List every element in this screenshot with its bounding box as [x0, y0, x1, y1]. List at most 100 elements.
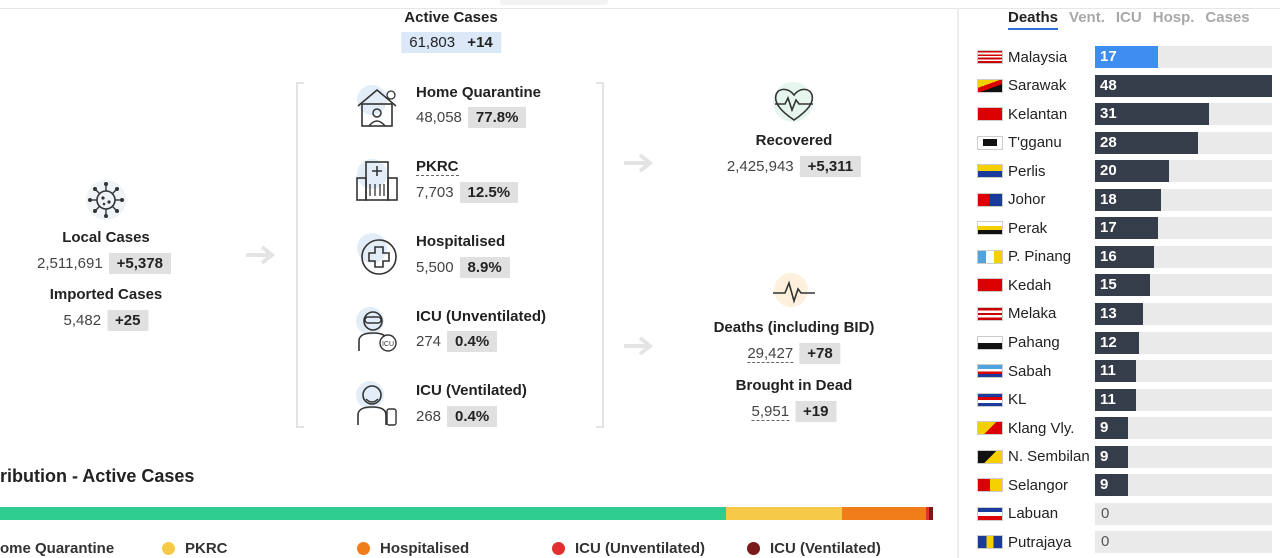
state-bar-fill [1095, 131, 1199, 154]
state-row[interactable]: Johor 18 [977, 188, 1277, 211]
arrow-right-icon [246, 245, 276, 265]
category-value: 7,703 [416, 184, 454, 201]
tab-hospitalised[interactable]: Hosp. [1152, 9, 1195, 26]
distribution-title: ribution - Active Cases [0, 466, 195, 486]
category-row: 268 0.4% [416, 406, 498, 427]
state-row[interactable]: Perak 17 [977, 217, 1277, 240]
state-row[interactable]: Pahang 12 [977, 331, 1277, 354]
distribution-segment[interactable] [925, 507, 930, 520]
state-bar-fill [1095, 445, 1129, 468]
category-percent: 0.4% [447, 331, 498, 352]
local-cases-delta: +5,378 [108, 253, 171, 274]
state-name: Perlis [1008, 162, 1046, 180]
state-bar-value: 0 [1101, 504, 1110, 522]
deaths-row: 29,427 +78 [747, 343, 841, 364]
bid-value[interactable]: 5,951 [751, 402, 790, 421]
active-cases-row: 61,803 +14 [401, 32, 501, 53]
state-row[interactable]: Sabah 11 [977, 360, 1277, 383]
state-flag-icon [977, 192, 1003, 207]
state-bar-fill [1095, 74, 1272, 97]
state-row[interactable]: Melaka 13 [977, 302, 1277, 325]
pulse-line-icon [773, 273, 815, 307]
state-bar-track: 11 [1095, 360, 1272, 383]
state-bar-track: 9 [1095, 474, 1272, 497]
state-row[interactable]: Putrajaya 0 [977, 531, 1277, 554]
state-bar-value: 15 [1100, 276, 1117, 294]
state-name: KL [1008, 391, 1027, 409]
legend-label: ome Quarantine [0, 540, 115, 557]
state-bar-value: 12 [1100, 333, 1117, 351]
deaths-value[interactable]: 29,427 [747, 344, 794, 363]
state-bar-fill [1095, 103, 1210, 126]
active-cases-label: Active Cases [404, 9, 498, 26]
distribution-segment[interactable] [0, 507, 726, 520]
legend-item: ICU (Ventilated) [747, 540, 881, 557]
state-bar-track: 13 [1095, 302, 1272, 325]
state-row[interactable]: P. Pinang 16 [977, 245, 1277, 268]
category-label: PKRC [416, 158, 459, 176]
ventilator-icon [356, 381, 397, 426]
legend-item: PKRC [162, 540, 228, 557]
tab-icu[interactable]: ICU [1115, 9, 1142, 26]
state-row[interactable]: T'gganu 28 [977, 131, 1277, 154]
active-cases-delta: +14 [467, 34, 493, 51]
tab-ventilated[interactable]: Vent. [1069, 9, 1105, 26]
tab-deaths[interactable]: Deaths [1008, 9, 1059, 30]
state-row[interactable]: Selangor 9 [977, 474, 1277, 497]
distribution-segment[interactable] [725, 507, 843, 520]
legend-dot-icon [357, 542, 370, 555]
state-row[interactable]: Malaysia 17 [977, 46, 1277, 68]
state-flag-icon [977, 306, 1003, 321]
state-bar-track: 0 [1095, 531, 1272, 554]
home-quarantine-icon [357, 85, 397, 127]
category-label: Home Quarantine [416, 84, 542, 101]
active-cases-value: 61,803 [409, 34, 456, 51]
state-bar-fill [1095, 331, 1140, 354]
state-name: T'gganu [1008, 134, 1062, 152]
state-bar-value: 31 [1100, 105, 1117, 123]
category-percent: 12.5% [459, 182, 519, 203]
legend-label: ICU (Unventilated) [575, 540, 706, 557]
state-bar-track: 9 [1095, 417, 1272, 440]
state-row[interactable]: Sarawak 48 [977, 74, 1277, 97]
state-bar-value: 16 [1100, 247, 1117, 265]
tab-cases[interactable]: Cases [1205, 9, 1250, 26]
state-row[interactable]: Labuan 0 [977, 502, 1277, 525]
category-value: 268 [416, 408, 442, 425]
state-row[interactable]: Kelantan 31 [977, 103, 1277, 126]
imported-cases-label: Imported Cases [49, 286, 163, 303]
state-row[interactable]: N. Sembilan 9 [977, 445, 1277, 468]
state-name: Malaysia [1008, 48, 1068, 66]
category-row: 7,703 12.5% [416, 182, 519, 203]
state-name: Klang Vly. [1008, 419, 1075, 437]
top-tab-stub [500, 0, 608, 5]
category-value: 274 [416, 333, 442, 350]
state-name: Kedah [1008, 276, 1052, 294]
panel-divider [957, 8, 959, 558]
legend-item: ICU (Unventilated) [552, 540, 705, 557]
state-bar-value: 11 [1100, 362, 1116, 380]
state-name: Kelantan [1008, 105, 1068, 123]
distribution-segment[interactable] [842, 507, 926, 520]
state-bar-fill [1095, 302, 1143, 325]
imported-cases-delta: +25 [107, 310, 149, 331]
state-row[interactable]: Kedah 15 [977, 274, 1277, 297]
state-row[interactable]: KL 11 [977, 388, 1277, 411]
group-bracket-right [596, 82, 604, 428]
state-name: Labuan [1008, 505, 1059, 523]
distribution-segment[interactable] [929, 507, 933, 520]
active-cases-value-chip: 61,803 +14 [401, 32, 501, 53]
state-bar-track: 31 [1095, 103, 1272, 126]
state-flag-icon [977, 535, 1003, 550]
state-bar-fill [1095, 217, 1158, 240]
category-value: 48,058 [416, 109, 462, 126]
metric-tabs: Deaths Vent. ICU Hosp. Cases [1008, 9, 1261, 30]
state-name: Johor [1008, 191, 1046, 209]
state-flag-icon [977, 392, 1003, 407]
state-row[interactable]: Perlis 20 [977, 160, 1277, 183]
state-bar-fill [1095, 160, 1169, 183]
hospital-building-icon [356, 159, 398, 201]
state-name: Melaka [1008, 305, 1057, 323]
state-name: Selangor [1008, 476, 1069, 494]
state-row[interactable]: Klang Vly. 9 [977, 417, 1277, 440]
